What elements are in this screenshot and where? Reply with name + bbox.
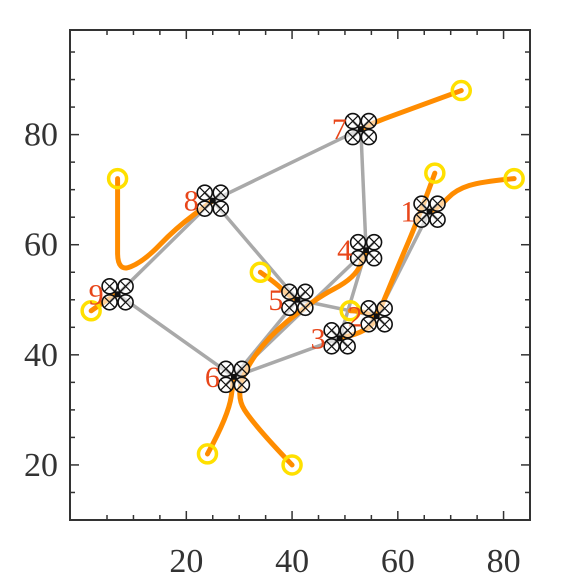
node-label: 7 bbox=[332, 113, 347, 146]
drone-icon bbox=[413, 195, 446, 228]
y-tick-label: 20 bbox=[24, 447, 58, 484]
trajectory-path bbox=[115, 176, 216, 271]
trajectory-start-marker bbox=[281, 454, 303, 476]
x-tick-label: 40 bbox=[275, 543, 309, 580]
trajectory-start-marker bbox=[424, 162, 446, 184]
y-tick-label: 60 bbox=[24, 227, 58, 264]
drone-icon bbox=[323, 322, 356, 355]
drone-icon bbox=[344, 112, 378, 146]
trajectory-path bbox=[237, 247, 369, 468]
axis-ticks bbox=[70, 30, 530, 520]
graph-edge bbox=[211, 127, 362, 203]
drone-icon bbox=[196, 184, 230, 217]
trajectory-start-marker bbox=[196, 443, 219, 465]
trajectory-start-marker bbox=[339, 300, 361, 322]
y-tick-label: 80 bbox=[24, 117, 58, 154]
node-label: 4 bbox=[337, 234, 352, 267]
node-label: 8 bbox=[184, 185, 199, 218]
graph-edge bbox=[233, 336, 341, 379]
y-tick-label: 40 bbox=[24, 337, 58, 374]
plot-frame bbox=[69, 29, 531, 521]
x-tick-label: 80 bbox=[487, 543, 521, 580]
node-label: 5 bbox=[268, 284, 283, 317]
drone-icon bbox=[360, 299, 393, 333]
graph-edge bbox=[211, 199, 299, 301]
tick-labels: 20 40 60 80 20 40 60 80 bbox=[24, 117, 521, 580]
node-label: 6 bbox=[205, 361, 220, 394]
trajectory-start-marker bbox=[80, 300, 102, 322]
trajectory-start-marker bbox=[106, 167, 129, 190]
drone-icon bbox=[217, 360, 251, 394]
trajectory-start-marker bbox=[503, 167, 525, 190]
graph-edge bbox=[116, 292, 235, 379]
x-tick-label: 20 bbox=[169, 543, 203, 580]
drone-icon bbox=[349, 233, 383, 267]
trajectory-start-marker bbox=[450, 79, 473, 102]
node-label: 3 bbox=[311, 322, 326, 355]
drone-icon bbox=[281, 283, 314, 317]
node-label: 1 bbox=[401, 196, 416, 229]
x-tick-label: 60 bbox=[381, 543, 415, 580]
graph-edge bbox=[116, 199, 214, 296]
trajectory-start-marker bbox=[249, 261, 272, 283]
node-label: 9 bbox=[89, 278, 104, 311]
plot-area bbox=[69, 29, 531, 521]
drone-icon bbox=[101, 277, 134, 311]
graph-edge bbox=[359, 129, 368, 251]
